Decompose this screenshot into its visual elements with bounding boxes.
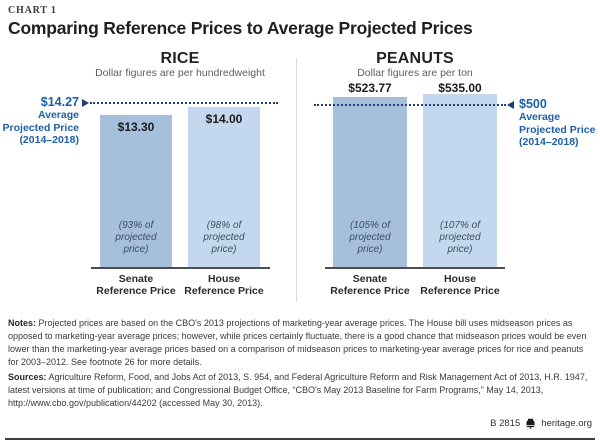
- notes-label: Notes:: [8, 318, 37, 328]
- rice-reference-line: [90, 102, 278, 104]
- category-line: House: [207, 273, 241, 285]
- category-line: Senate: [118, 273, 154, 285]
- pct-line: projected: [439, 232, 481, 243]
- peanuts-house-bar: [423, 94, 497, 268]
- rice-panel-subtitle: Dollar figures are per hundredweight: [95, 67, 265, 79]
- peanuts-reference-line: [314, 104, 506, 106]
- peanuts-projected-price-value: $500: [519, 97, 547, 111]
- peanuts-house-category-label: House Reference Price: [410, 273, 510, 297]
- rice-annotation-line1: Average: [37, 109, 79, 121]
- peanuts-annotation-line1: Average: [519, 111, 561, 123]
- category-line: Reference Price: [330, 285, 410, 297]
- rice-house-category-label: House Reference Price: [174, 273, 274, 297]
- rice-senate-value-label: $13.30: [117, 120, 155, 134]
- pct-line: projected: [115, 232, 157, 243]
- pct-line: (105% of: [349, 220, 391, 231]
- peanuts-annotation-line2: Projected Price: [519, 123, 596, 136]
- peanuts-annotation-line3: (2014–2018): [519, 136, 579, 148]
- category-line: Reference Price: [96, 285, 176, 297]
- peanuts-projected-price-annotation: $500 Average Projected Price (2014–2018): [519, 97, 599, 149]
- page-title: Comparing Reference Prices to Average Pr…: [8, 18, 473, 38]
- peanuts-house-pct-label: (107% of projected price): [423, 220, 497, 256]
- pct-line: price): [123, 244, 149, 255]
- heritage-bell-icon: [525, 418, 536, 429]
- pct-line: price): [357, 244, 383, 255]
- category-line: House: [443, 273, 477, 285]
- rice-projected-price-value: $14.27: [40, 95, 79, 109]
- rice-house-bar: [188, 107, 260, 268]
- peanuts-house-value-label: $535.00: [438, 81, 482, 95]
- category-line: Reference Price: [184, 285, 264, 297]
- notes-text: Projected prices are based on the CBO's …: [8, 318, 587, 367]
- category-line: Senate: [352, 273, 388, 285]
- pct-line: projected: [203, 232, 245, 243]
- rice-senate-category-label: Senate Reference Price: [86, 273, 186, 297]
- pct-line: projected: [349, 232, 391, 243]
- peanuts-senate-value-label: $523.77: [348, 81, 392, 95]
- peanuts-senate-category-label: Senate Reference Price: [320, 273, 420, 297]
- site-label: heritage.org: [541, 418, 592, 429]
- rice-annotation-line3: (2014–2018): [19, 134, 79, 146]
- rice-reference-arrow-icon: [82, 99, 89, 107]
- sources-text: Agriculture Reform, Food, and Jobs Act o…: [8, 372, 588, 408]
- footer: B 2815 heritage.org: [490, 418, 592, 429]
- sources-label: Sources:: [8, 372, 47, 382]
- rice-axis-line: [91, 267, 270, 269]
- peanuts-panel-subtitle: Dollar figures are per ton: [357, 67, 473, 79]
- rice-annotation-line2: Projected Price: [2, 121, 79, 134]
- pct-line: price): [211, 244, 237, 255]
- notes-block: Notes: Projected prices are based on the…: [8, 317, 596, 369]
- pct-line: price): [447, 244, 473, 255]
- pct-line: (107% of: [439, 220, 481, 231]
- peanuts-reference-arrow-icon: [507, 101, 514, 109]
- rice-house-value-label: $14.00: [205, 112, 243, 126]
- pct-line: (93% of: [118, 220, 154, 231]
- sources-block: Sources: Agriculture Reform, Food, and J…: [8, 371, 596, 410]
- bottom-rule: [5, 438, 595, 440]
- peanuts-axis-line: [325, 267, 505, 269]
- peanuts-panel-title: PEANUTS: [376, 50, 454, 67]
- rice-house-pct-label: (98% of projected price): [188, 220, 260, 256]
- rice-projected-price-annotation: $14.27 Average Projected Price (2014–201…: [0, 95, 79, 147]
- rice-panel-title: RICE: [160, 50, 200, 67]
- chart-eyebrow: CHART 1: [8, 5, 57, 16]
- rice-senate-bar: [100, 115, 172, 268]
- peanuts-senate-bar: [333, 97, 407, 268]
- pct-line: (98% of: [206, 220, 242, 231]
- rice-senate-pct-label: (93% of projected price): [100, 220, 172, 256]
- peanuts-senate-pct-label: (105% of projected price): [333, 220, 407, 256]
- category-line: Reference Price: [420, 285, 500, 297]
- report-id: B 2815: [490, 418, 521, 429]
- panel-divider: [296, 58, 297, 302]
